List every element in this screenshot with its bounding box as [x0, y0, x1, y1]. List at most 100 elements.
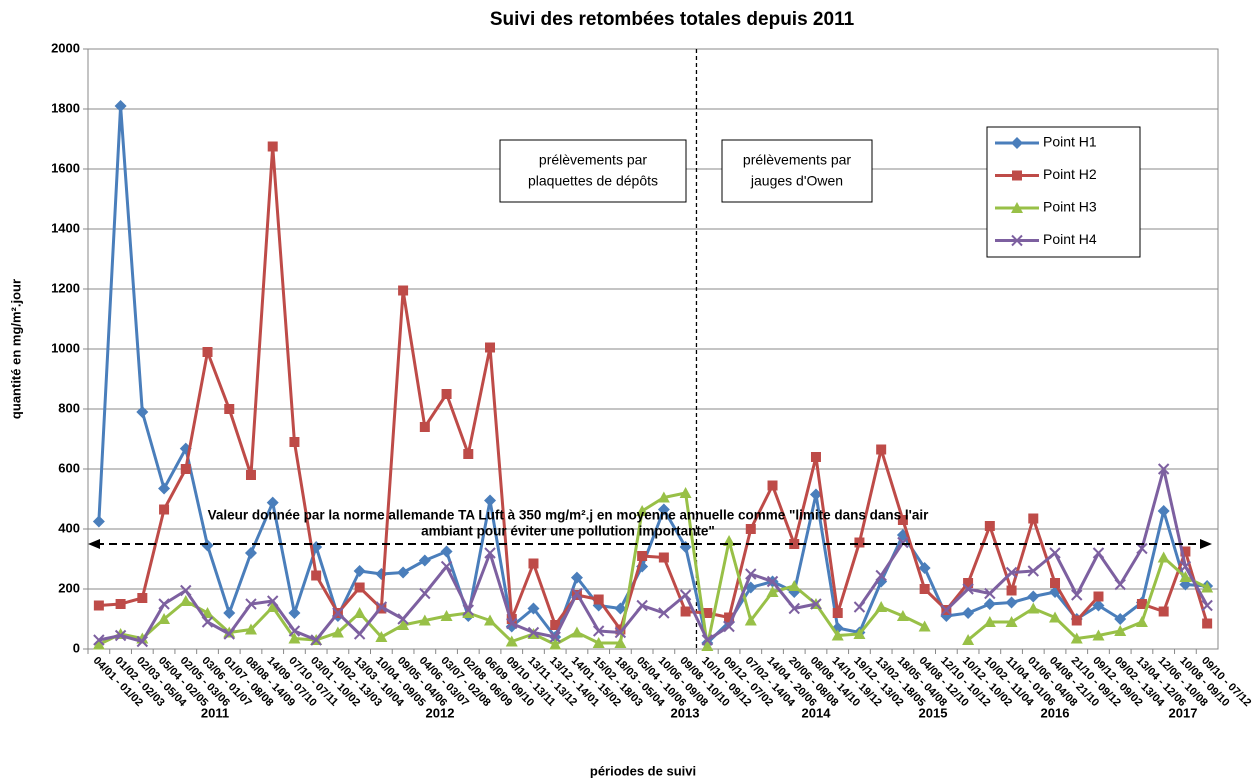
marker [1005, 566, 1018, 579]
marker [614, 626, 627, 639]
marker [115, 599, 126, 609]
marker [158, 613, 171, 624]
year-label: 2011 [201, 705, 229, 720]
marker [983, 598, 996, 610]
marker [462, 604, 474, 616]
marker [266, 496, 279, 509]
marker [1049, 611, 1062, 623]
marker [724, 612, 735, 623]
marker [679, 487, 692, 498]
marker [1027, 590, 1040, 603]
marker [1028, 513, 1039, 524]
y-tick-label: 800 [58, 400, 80, 415]
marker [637, 551, 648, 561]
marker [463, 449, 474, 459]
marker [244, 623, 257, 635]
marker [245, 470, 256, 480]
legend-label: Point H2 [1043, 166, 1097, 182]
marker [614, 602, 627, 615]
y-axis-label: quantité en mg/m².jour [8, 279, 23, 419]
marker [353, 607, 366, 618]
year-label: 2015 [919, 705, 948, 720]
marker [418, 614, 431, 626]
marker [484, 494, 497, 507]
marker [375, 601, 388, 613]
marker [245, 598, 257, 610]
marker [571, 587, 583, 600]
marker [1092, 629, 1105, 641]
marker [528, 558, 539, 569]
marker [702, 608, 713, 618]
marker [1202, 618, 1213, 629]
marker [1005, 596, 1018, 609]
marker [657, 491, 670, 503]
marker [114, 629, 127, 642]
marker [418, 554, 431, 567]
marker [267, 141, 278, 152]
marker [1157, 505, 1170, 517]
marker [223, 628, 235, 640]
marker [267, 595, 279, 607]
marker [158, 482, 171, 495]
y-tick-label: 1600 [51, 160, 80, 175]
marker [311, 570, 322, 581]
marker [918, 620, 931, 632]
marker [1201, 599, 1213, 612]
marker [549, 638, 562, 650]
marker [136, 406, 149, 418]
marker [766, 575, 779, 588]
marker [1158, 606, 1169, 617]
marker [679, 541, 692, 553]
marker [397, 613, 409, 625]
y-tick-label: 1400 [51, 220, 80, 235]
year-label: 2016 [1041, 705, 1070, 720]
marker [1201, 581, 1214, 593]
marker [353, 565, 366, 577]
marker [744, 614, 757, 626]
annotation-box [499, 139, 687, 203]
marker [658, 607, 670, 619]
marker [1005, 616, 1018, 627]
marker [1136, 599, 1147, 609]
marker [810, 452, 821, 462]
marker [984, 587, 996, 600]
marker [92, 638, 105, 650]
marker [505, 635, 518, 647]
marker [310, 634, 322, 646]
marker [202, 347, 213, 357]
marker [809, 488, 822, 501]
marker [832, 608, 843, 618]
marker [201, 539, 214, 552]
marker [1180, 546, 1191, 557]
marker [1006, 585, 1017, 596]
marker [962, 634, 975, 645]
marker [788, 602, 800, 615]
marker [398, 285, 409, 296]
marker [440, 610, 453, 621]
annotation-text: plaquettes de dépôts [528, 173, 658, 189]
marker [180, 584, 192, 597]
marker [701, 634, 714, 646]
marker [1070, 632, 1083, 644]
marker [419, 422, 430, 432]
chart-title: Suivi des retombées totales depuis 2011 [490, 9, 855, 30]
marker [1071, 615, 1082, 626]
marker [114, 100, 127, 112]
arrow-head [88, 539, 100, 549]
marker [137, 593, 148, 603]
marker [485, 342, 496, 353]
marker [288, 632, 301, 644]
marker [1011, 202, 1023, 213]
marker [375, 568, 388, 580]
marker [1135, 616, 1148, 627]
marker [397, 619, 410, 630]
marker [723, 620, 735, 633]
legend-label: Point H1 [1043, 134, 1097, 150]
marker [462, 607, 475, 618]
marker [897, 515, 908, 525]
marker [984, 521, 995, 531]
marker [1136, 542, 1148, 555]
annotation-text: jauges d'Owen [750, 173, 843, 189]
marker [853, 601, 866, 613]
x-axis-label: périodes de suivi [590, 763, 696, 778]
